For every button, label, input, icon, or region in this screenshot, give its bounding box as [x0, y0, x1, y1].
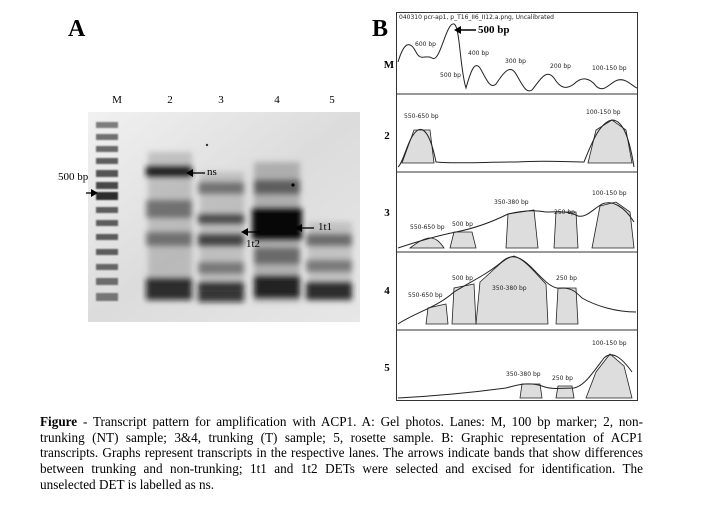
marker-band-200: 200 bp: [550, 63, 571, 70]
row4-band-2: 500 bp: [452, 275, 473, 282]
row5-band-3: 100-150 bp: [592, 340, 627, 347]
row-label-2: 2: [384, 130, 390, 142]
lane-label-m: M: [112, 94, 122, 106]
ns-label: ns: [207, 166, 217, 178]
row2-band-2: 100-150 bp: [586, 109, 621, 116]
profile-row-4: [397, 255, 637, 325]
row4-band-3: 350-380 bp: [492, 285, 527, 292]
lane-5: [306, 222, 352, 302]
row-label-m: M: [383, 59, 395, 71]
lane-label-4: 4: [274, 94, 280, 106]
marker-profile: [397, 23, 638, 92]
profile-row-3: [397, 201, 635, 249]
row4-band-1: 550-650 bp: [408, 292, 443, 299]
marker-band-300: 300 bp: [505, 58, 526, 65]
lt1-label: 1t1: [318, 221, 333, 233]
row-label-5: 5: [384, 362, 390, 374]
gel-image: [88, 112, 360, 322]
row-label-3: 3: [384, 207, 390, 219]
row-label-4: 4: [384, 285, 390, 297]
row5-band-2: 250 bp: [552, 375, 573, 382]
row3-band-2: 500 bp: [452, 221, 473, 228]
panel-a-letter: A: [68, 16, 86, 42]
lane-3: [198, 172, 244, 302]
row5-band-1: 350-380 bp: [506, 371, 541, 378]
densitometry-graphs: 040310 pcr-ap1, p_T16_II6_II12.a.png, Un…: [396, 12, 638, 401]
caption-text: - Transcript pattern for amplification w…: [40, 414, 643, 492]
figure-caption: Figure - Transcript pattern for amplific…: [40, 414, 643, 493]
graph-header: 040310 pcr-ap1, p_T16_II6_II12.a.png, Un…: [399, 14, 554, 21]
profile-row-5: [397, 353, 633, 399]
marker-band-100: 100-150 bp: [592, 65, 627, 72]
row3-band-5: 100-150 bp: [592, 190, 627, 197]
row3-band-3: 350-380 bp: [494, 199, 529, 206]
row3-band-4: 250 bp: [554, 209, 575, 216]
panel-b-arrow: [454, 26, 476, 34]
lane-4: [252, 162, 302, 302]
lane-label-5: 5: [329, 94, 335, 106]
profile-row-2: [397, 119, 635, 168]
lane-2: [146, 152, 192, 300]
row2-band-1: 550-650 bp: [404, 113, 439, 120]
caption-label: Figure: [40, 414, 78, 429]
marker-band-400: 400 bp: [468, 50, 489, 57]
marker-500bp-label: 500 bp: [58, 171, 89, 183]
lane-label-2: 2: [167, 94, 173, 106]
lt2-label: 1t2: [246, 238, 261, 250]
row4-band-4: 250 bp: [556, 275, 577, 282]
marker-band-600: 600 bp: [415, 41, 436, 48]
panel-b-500bp-label: 500 bp: [478, 24, 510, 36]
lane-label-3: 3: [218, 94, 224, 106]
marker-band-500: 500 bp: [440, 72, 461, 79]
marker-lane: [96, 122, 118, 301]
panel-b-letter: B: [372, 16, 389, 42]
row3-band-1: 550-650 bp: [410, 224, 445, 231]
